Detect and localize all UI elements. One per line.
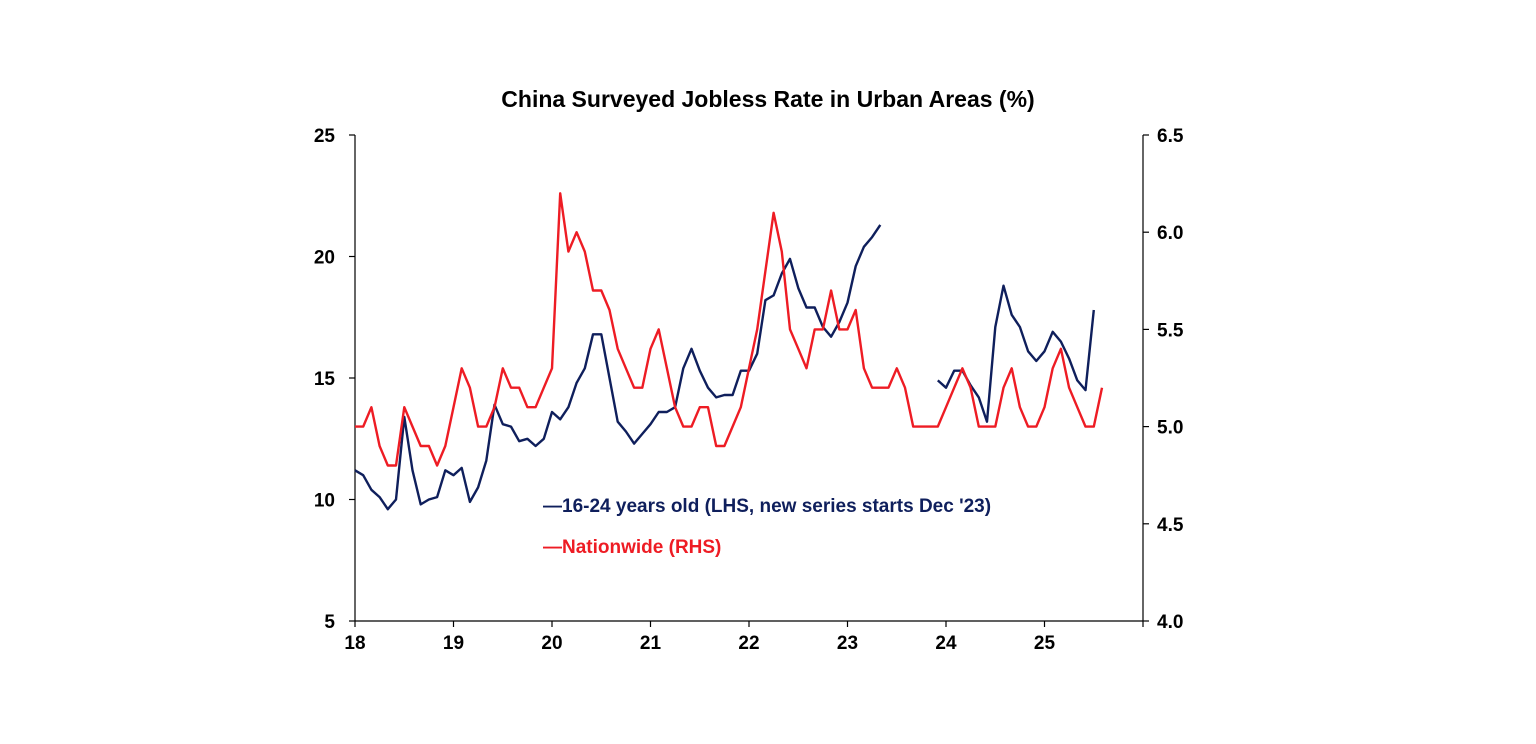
chart-title: China Surveyed Jobless Rate in Urban Are… bbox=[501, 86, 1035, 112]
y-left-tick-label: 20 bbox=[314, 248, 335, 269]
series-line-nationwide-segment-1 bbox=[355, 192, 1104, 467]
y-right-tick-label: 5.5 bbox=[1157, 320, 1184, 341]
series-line-youth-segment-2 bbox=[937, 284, 1095, 423]
y-right-tick-label: 6.0 bbox=[1157, 223, 1183, 244]
y-right-tick-label: 6.5 bbox=[1157, 126, 1184, 147]
y-right-tick-label: 5.0 bbox=[1157, 418, 1183, 439]
x-tick-label: 18 bbox=[344, 633, 365, 654]
series-line-youth-segment-1 bbox=[354, 224, 882, 511]
x-tick-label: 23 bbox=[837, 633, 858, 654]
y-left-tick-label: 5 bbox=[324, 612, 335, 633]
legend-label-youth: —16-24 years old (LHS, new series starts… bbox=[543, 496, 991, 517]
legend-label-nationwide: —Nationwide (RHS) bbox=[543, 537, 721, 558]
x-tick-label: 19 bbox=[443, 633, 464, 654]
y-left-tick-label: 15 bbox=[314, 369, 336, 390]
y-right-tick-label: 4.0 bbox=[1157, 612, 1183, 633]
y-left-tick-label: 10 bbox=[314, 491, 335, 512]
y-left-tick-label: 25 bbox=[314, 126, 336, 147]
x-tick-label: 20 bbox=[541, 633, 562, 654]
x-tick-label: 25 bbox=[1034, 633, 1056, 654]
y-right-tick-label: 4.5 bbox=[1157, 515, 1184, 536]
x-tick-label: 21 bbox=[640, 633, 662, 654]
x-tick-label: 24 bbox=[935, 633, 957, 654]
x-tick-label: 22 bbox=[738, 633, 759, 654]
